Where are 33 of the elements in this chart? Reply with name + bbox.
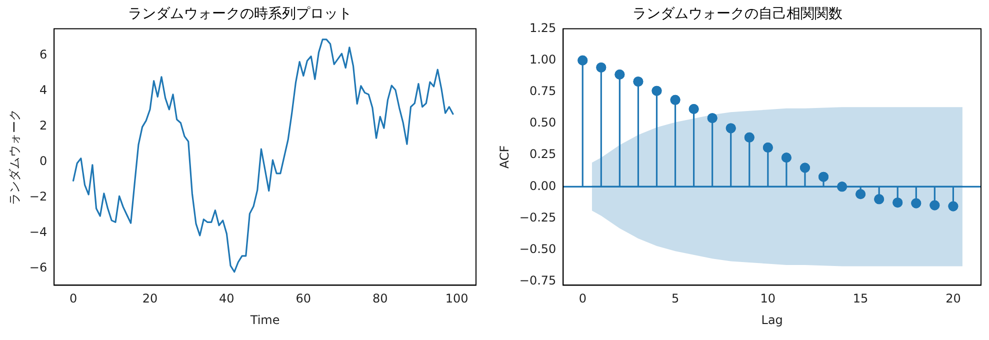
x-tick-label: 60 — [296, 292, 312, 306]
chart-title: ランダムウォークの自己相関関数 — [632, 6, 842, 22]
x-tick-label: 15 — [852, 292, 868, 306]
y-tick-label: −2 — [29, 189, 48, 204]
y-tick-label: 1.25 — [529, 20, 556, 35]
x-tick-label: 20 — [142, 292, 158, 306]
x-tick-label: 0 — [69, 292, 78, 306]
x-tick-label: 80 — [372, 292, 388, 306]
y-tick-label: 2 — [39, 118, 48, 133]
x-tick-label: 100 — [445, 292, 468, 306]
chart-title: ランダムウォークの時系列プロット — [128, 6, 352, 22]
y-tick-label: 0.00 — [529, 178, 556, 193]
y-tick-label: −0.25 — [519, 210, 556, 224]
y-tick-label: −6 — [29, 260, 48, 274]
y-tick-label: 1.00 — [529, 52, 556, 66]
x-axis-title: Lag — [761, 312, 783, 327]
y-tick-label: 6 — [39, 48, 48, 62]
x-tick-label: 10 — [760, 292, 776, 306]
y-tick-label: 0.25 — [529, 147, 556, 162]
x-tick-label: 40 — [219, 292, 234, 306]
x-tick-label: 0 — [578, 292, 586, 306]
x-axis-title: Time — [249, 312, 280, 327]
y-tick-label: 4 — [39, 83, 48, 98]
x-tick-label: 5 — [671, 292, 680, 306]
y-tick-label: −0.50 — [519, 242, 556, 256]
y-axis-title: ACF — [497, 145, 512, 169]
y-axis-title: ランダムウォーク — [7, 109, 22, 205]
y-tick-label: 0.75 — [529, 84, 556, 98]
x-tick-label: 20 — [946, 292, 961, 306]
y-tick-label: −4 — [29, 224, 48, 239]
y-tick-label: 0.50 — [529, 116, 556, 130]
y-tick-label: 0 — [39, 154, 48, 168]
y-tick-label: −0.75 — [519, 274, 556, 288]
